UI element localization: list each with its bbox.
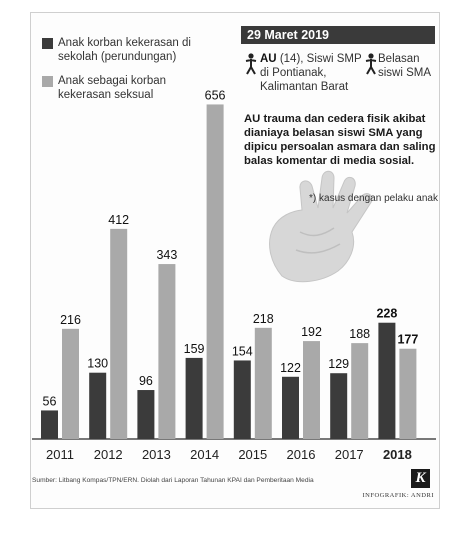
legend-label-bullying: Anak korban kekerasan di sekolah (perund… bbox=[58, 37, 191, 63]
x-tick-label-2018: 2018 bbox=[383, 447, 412, 462]
bar-bullying-2012 bbox=[89, 372, 107, 439]
person-icon bbox=[365, 53, 377, 75]
hand-icon bbox=[269, 170, 373, 283]
bar-sexual-violence-2015 bbox=[254, 327, 272, 439]
data-label-sexual-violence-2016: 192 bbox=[301, 325, 322, 339]
data-label-sexual-violence-2012: 412 bbox=[108, 213, 129, 227]
source-note: Sumber: Litbang Kompas/TPN/ERN. Diolah d… bbox=[32, 477, 314, 484]
x-tick-label-2015: 2015 bbox=[238, 447, 267, 462]
victim-description: AU (14), Siswi SMP di Pontianak, Kaliman… bbox=[260, 52, 368, 94]
data-label-bullying-2014: 159 bbox=[184, 342, 205, 356]
infographic-credit: INFOGRAFIK: ANDRI bbox=[362, 492, 434, 499]
data-label-bullying-2018: 228 bbox=[376, 307, 397, 321]
x-tick-label-2013: 2013 bbox=[142, 447, 171, 462]
bar-sexual-violence-2018 bbox=[399, 348, 417, 439]
data-label-bullying-2011: 56 bbox=[43, 394, 57, 408]
data-label-sexual-violence-2011: 216 bbox=[60, 313, 81, 327]
x-tick-label-2016: 2016 bbox=[287, 447, 316, 462]
data-label-bullying-2012: 130 bbox=[87, 357, 108, 371]
x-tick-label-2012: 2012 bbox=[94, 447, 123, 462]
bar-sexual-violence-2013 bbox=[158, 264, 176, 439]
legend-label-sexual-violence: Anak sebagai korban kekerasan seksual bbox=[58, 75, 167, 101]
bar-bullying-2018 bbox=[378, 322, 396, 439]
case-date: 29 Maret 2019 bbox=[241, 26, 435, 44]
bar-sexual-violence-2011 bbox=[62, 328, 79, 439]
case-story: AU trauma dan cedera fisik akibat diania… bbox=[244, 113, 436, 167]
bar-sexual-violence-2016 bbox=[303, 341, 320, 439]
bar-sexual-violence-2017 bbox=[351, 343, 369, 439]
data-label-sexual-violence-2018: 177 bbox=[397, 333, 418, 347]
x-tick-label-2014: 2014 bbox=[190, 447, 219, 462]
x-tick-label-2011: 2011 bbox=[46, 447, 74, 462]
legend-swatch-light bbox=[42, 76, 53, 87]
legend-swatch-dark bbox=[42, 38, 53, 49]
data-label-bullying-2013: 96 bbox=[139, 374, 153, 388]
x-tick-label-2017: 2017 bbox=[335, 447, 364, 462]
person-icon bbox=[245, 53, 257, 75]
data-label-bullying-2016: 122 bbox=[280, 361, 301, 375]
bar-bullying-2015 bbox=[233, 360, 251, 439]
data-label-bullying-2017: 129 bbox=[328, 357, 349, 371]
perpetrator-label: Belasan siswi SMA bbox=[378, 53, 432, 79]
bar-bullying-2011 bbox=[41, 410, 58, 439]
bar-sexual-violence-2012 bbox=[110, 228, 128, 439]
data-label-sexual-violence-2015: 218 bbox=[253, 312, 274, 326]
bar-sexual-violence-2014 bbox=[206, 104, 224, 439]
data-label-bullying-2015: 154 bbox=[232, 344, 253, 358]
data-label-sexual-violence-2014: 656 bbox=[205, 88, 226, 102]
bar-bullying-2017 bbox=[330, 373, 348, 439]
bar-bullying-2016 bbox=[282, 376, 299, 439]
data-label-sexual-violence-2013: 343 bbox=[156, 248, 177, 262]
victim-detail: (14), Siswi SMP di Pontianak, Kalimantan… bbox=[260, 53, 362, 93]
kompas-logo-icon: K bbox=[411, 469, 430, 488]
victim-name: AU bbox=[260, 53, 277, 65]
data-label-sexual-violence-2017: 188 bbox=[349, 327, 370, 341]
footnote: *) kasus dengan pelaku anak bbox=[309, 193, 438, 204]
bar-bullying-2013 bbox=[137, 390, 155, 439]
bar-bullying-2014 bbox=[185, 357, 203, 439]
